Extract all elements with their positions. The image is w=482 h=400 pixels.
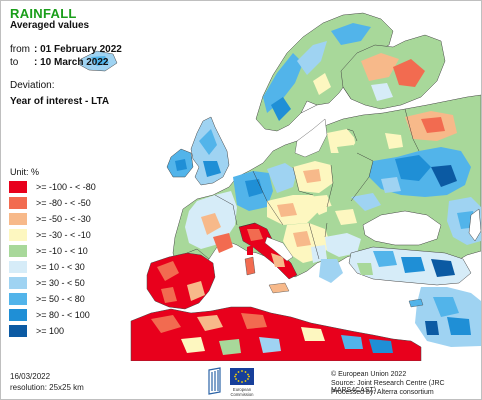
legend-item: >= -10 - < 10 [9,243,149,259]
logo-text-european: European [233,387,252,392]
from-label: from [10,44,30,55]
legend-item: >= -50 - < -30 [9,211,149,227]
legend-swatch [9,197,27,209]
legend-label: >= 80 - < 100 [36,310,90,320]
legend-label: >= -80 - < -50 [36,198,91,208]
deviation-value: Year of interest - LTA [10,96,110,107]
legend-swatch [9,229,27,241]
legend-swatch [9,277,27,289]
legend-swatch [9,293,27,305]
legend-item: >= -100 - < -80 [9,179,149,195]
legend-swatch [9,181,27,193]
rainfall-map [79,12,481,361]
legend-swatch [9,245,27,257]
to-row: to : 10 March 2022 [10,58,109,68]
legend-item: >= 50 - < 80 [9,291,149,307]
legend-item: >= 100 [9,323,149,339]
legend-label: >= -10 - < 10 [36,246,88,256]
legend-swatch [9,213,27,225]
legend-item: >= -80 - < -50 [9,195,149,211]
legend-swatch [9,325,27,337]
legend-item: >= 80 - < 100 [9,307,149,323]
deviation-label: Deviation: [10,80,55,91]
legend-swatch [9,261,27,273]
map-title: RAINFALL [10,6,77,21]
map-resolution: resolution: 25x25 km [10,383,84,392]
country-borders [186,86,420,260]
legend-label: >= -30 - < -10 [36,230,91,240]
legend-item: >= 10 - < 30 [9,259,149,275]
legend-label: >= 10 - < 30 [36,262,85,272]
land-base [79,12,481,361]
to-value: : 10 March 2022 [34,57,109,68]
map-subtitle: Averaged values [10,20,90,31]
legend-label: >= 50 - < 80 [36,294,85,304]
finland-region [340,34,446,110]
legend-label: >= -100 - < -80 [36,182,96,192]
from-row: from : 01 February 2022 [10,45,122,55]
legend-unit: Unit: % [10,167,40,177]
eu-flag-icon: European Commission [206,364,278,398]
copyright-text: © European Union 2022 [331,371,407,378]
to-label: to [10,57,19,68]
legend-item: >= -30 - < -10 [9,227,149,243]
legend-swatch [9,309,27,321]
black-sea [362,210,442,246]
legend-label: >= 100 [36,326,65,336]
legend: >= -100 - < -80 >= -80 - < -50 >= -50 - … [9,179,149,339]
logo-text-commission: Commission [230,392,254,397]
source-text: Source: Joint Research Centre (JRC MARS4… [331,380,445,394]
european-commission-logo: European Commission [206,364,278,398]
legend-label: >= 30 - < 50 [36,278,85,288]
processed-text: Processed by: Alterra consortium [331,389,434,396]
from-value: : 01 February 2022 [34,44,122,55]
legend-label: >= -50 - < -30 [36,214,91,224]
map-date: 16/03/2022 [10,372,51,381]
legend-item: >= 30 - < 50 [9,275,149,291]
iberia-region [146,252,216,310]
